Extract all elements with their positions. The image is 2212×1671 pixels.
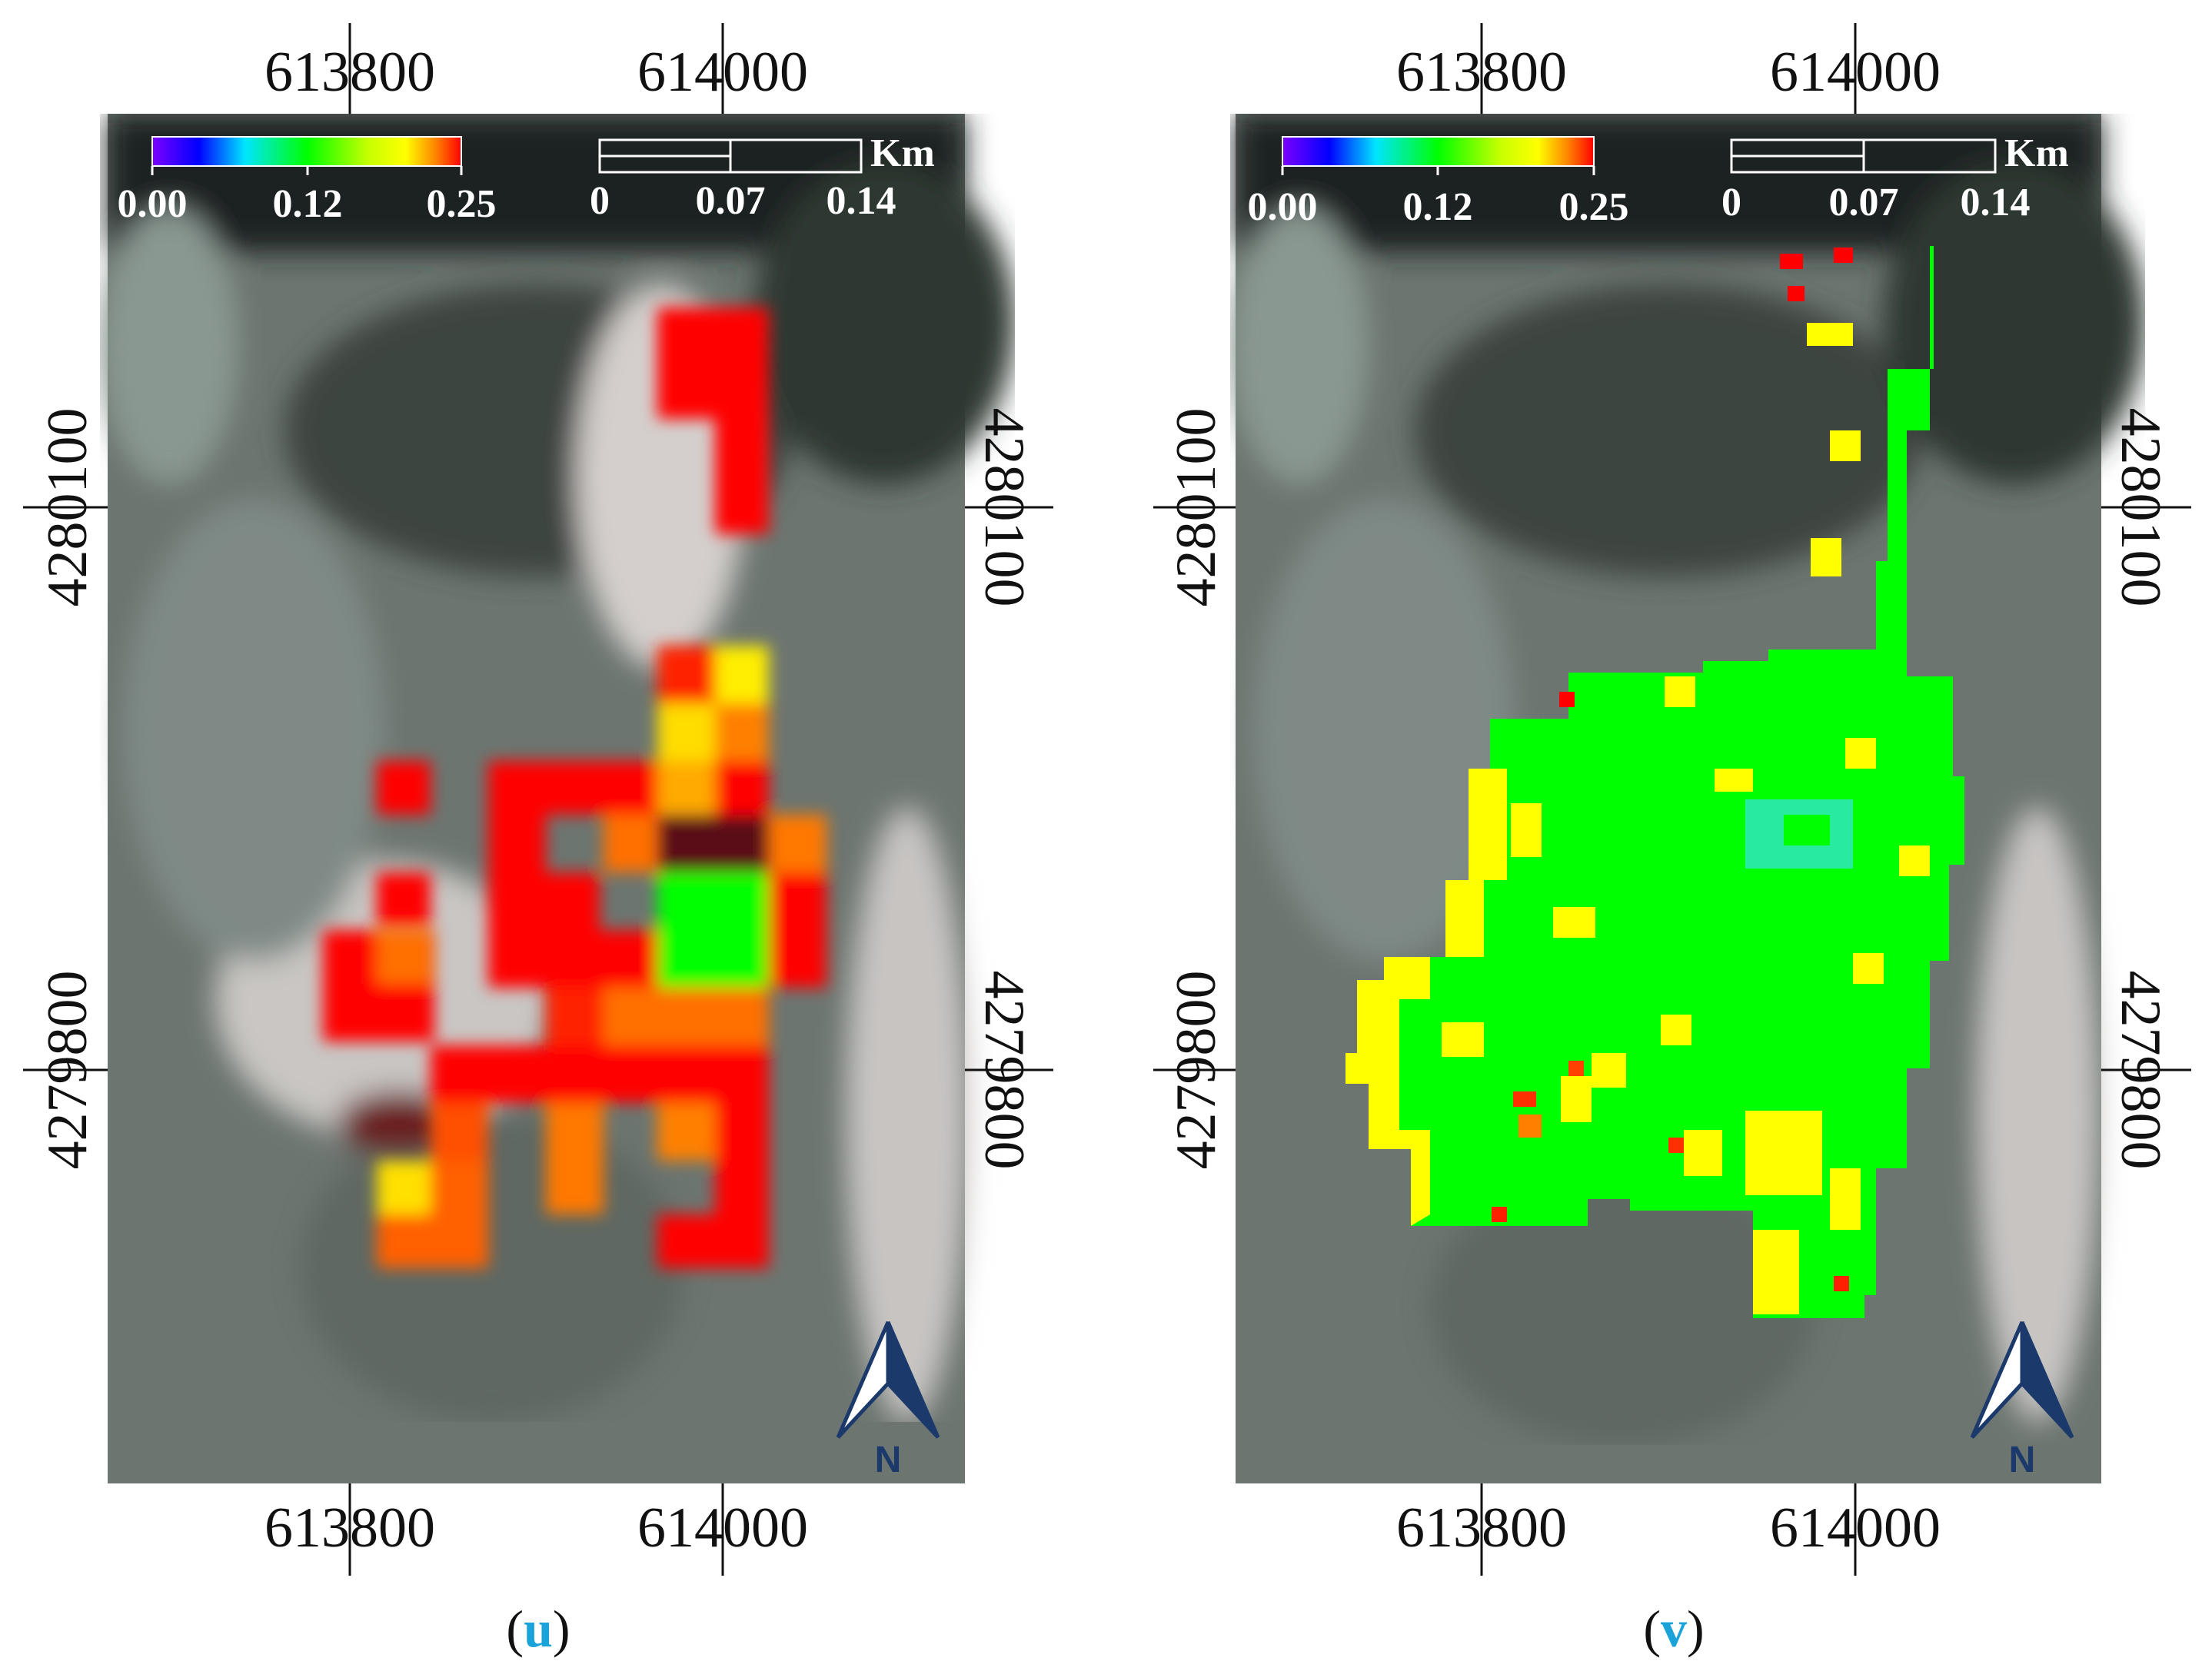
- y-tick-label-right: 4279800: [2109, 971, 2172, 1170]
- scalebar-tick-label: 0.14: [827, 179, 896, 223]
- y-tick-label-right: 4280100: [2109, 408, 2172, 607]
- scalebar-tick-label: 0.07: [696, 179, 766, 223]
- y-tick-label-left: 4280100: [36, 408, 99, 607]
- scalebar-tick-label: 0: [590, 179, 610, 223]
- y-tick-label-left: 4280100: [1165, 408, 1228, 607]
- overlay-region-v: [1345, 246, 1964, 1318]
- y-tick-label-left: 4279800: [1165, 971, 1228, 1170]
- colorbar-v: 0.00 0.12 0.25: [1248, 136, 1629, 229]
- north-label: N: [2009, 1440, 2036, 1480]
- colorbar-tick-label: 0.12: [1403, 185, 1473, 229]
- panel-u: 0.00 0.12 0.25 Km 0 0.07 0.14 N: [23, 23, 1053, 1576]
- colorbar-tick-label: 0.00: [118, 182, 188, 226]
- colorbar-tick-label: 0.12: [273, 182, 343, 226]
- north-arrow-icon: N: [836, 1321, 940, 1480]
- coordinate-ticks-v: [1153, 23, 2191, 1576]
- y-tick-label-right: 4280100: [973, 408, 1036, 607]
- x-tick-label-top: 613800: [1396, 41, 1567, 104]
- scalebar-v: Km 0 0.07 0.14: [1721, 131, 2069, 224]
- north-arrow-icon: N: [1970, 1321, 2074, 1480]
- scalebar-tick-label: 0: [1721, 181, 1741, 224]
- x-tick-label-bottom: 614000: [1770, 1497, 1941, 1560]
- y-tick-label-right: 4279800: [973, 971, 1036, 1170]
- x-tick-label-top: 614000: [1770, 41, 1941, 104]
- panel-caption-letter: u: [524, 1600, 553, 1658]
- panel-caption-letter: v: [1661, 1600, 1687, 1658]
- x-tick-label-top: 613800: [264, 41, 435, 104]
- colorbar-tick-label: 0.25: [1559, 185, 1629, 229]
- coordinate-ticks-u: [23, 23, 1053, 1576]
- panel-caption-u: (u): [506, 1600, 570, 1658]
- scalebar-tick-label: 0.07: [1829, 181, 1899, 224]
- colorbar-u: 0.00 0.12 0.25: [118, 136, 497, 226]
- scalebar-unit: Km: [2004, 131, 2069, 175]
- overlay-grid-u: [323, 307, 827, 1268]
- north-label: N: [875, 1440, 902, 1480]
- x-tick-label-bottom: 613800: [264, 1497, 435, 1560]
- panel-v: 0.00 0.12 0.25 Km 0 0.07 0.14 N: [1153, 23, 2191, 1576]
- colorbar-tick-label: 0.25: [427, 182, 497, 226]
- scalebar-unit: Km: [870, 131, 935, 175]
- scalebar-u: Km 0 0.07 0.14: [590, 131, 935, 223]
- colorbar-tick-label: 0.00: [1248, 185, 1318, 229]
- x-tick-label-bottom: 614000: [637, 1497, 808, 1560]
- x-tick-label-top: 614000: [637, 41, 808, 104]
- scalebar-tick-label: 0.14: [1961, 181, 2031, 224]
- y-tick-label-left: 4279800: [36, 971, 99, 1170]
- panel-caption-v: (v): [1643, 1600, 1705, 1658]
- satellite-image-u: [100, 114, 1015, 1483]
- x-tick-label-bottom: 613800: [1396, 1497, 1567, 1560]
